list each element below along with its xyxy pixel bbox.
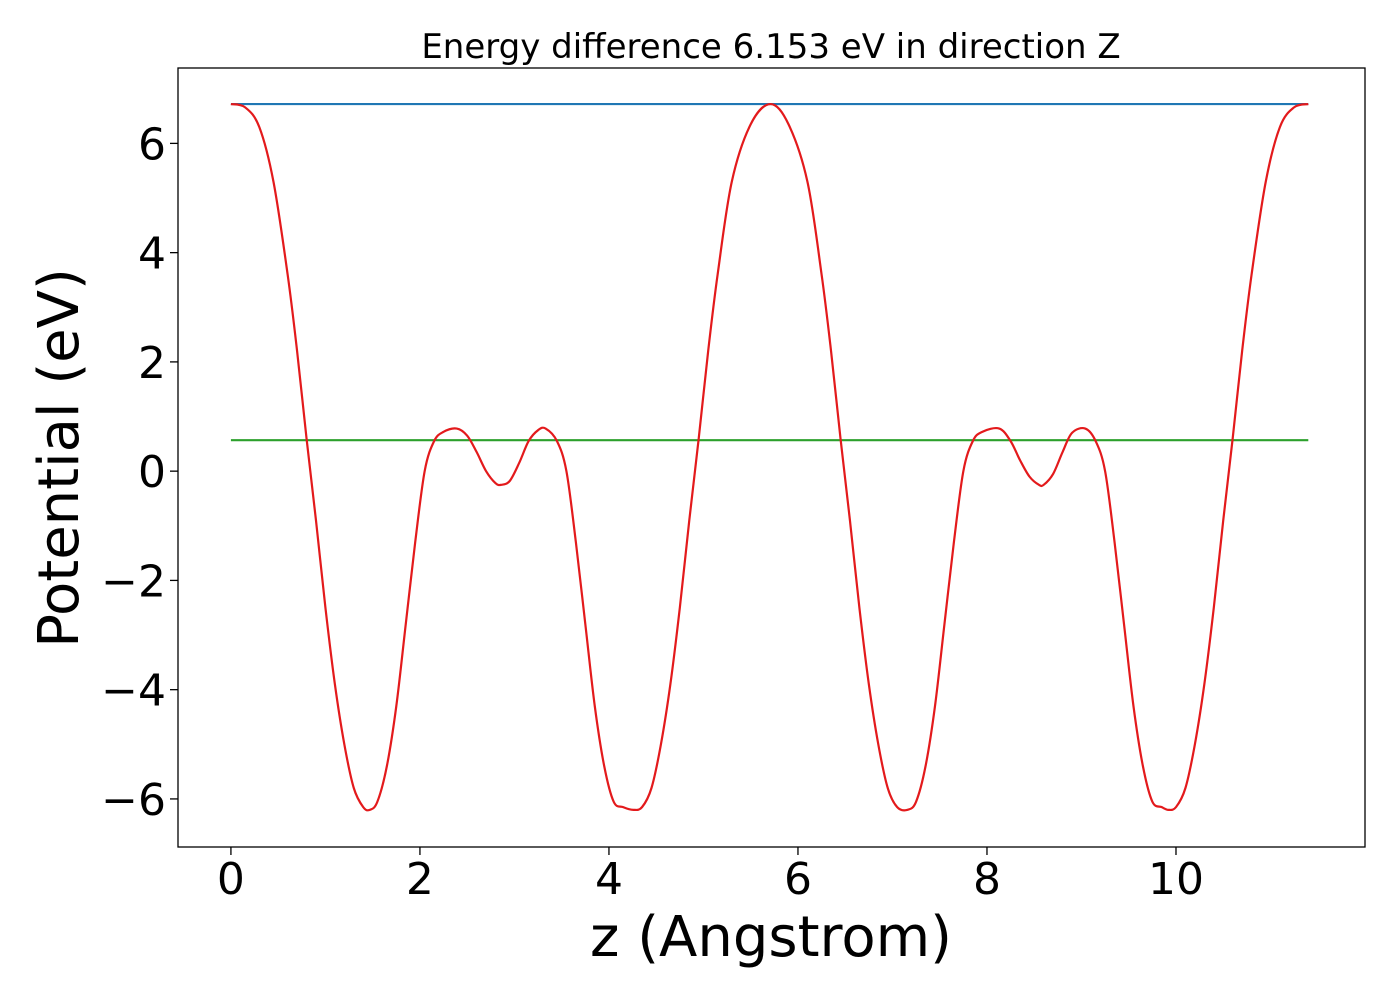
y-tick-label: 2	[138, 338, 166, 389]
x-tick-label: 10	[1148, 854, 1204, 905]
x-tick-label: 6	[784, 854, 812, 905]
potential-curve	[230, 102, 1309, 812]
y-axis-label: Potential (eV)	[27, 268, 92, 648]
y-tick-label: −4	[101, 666, 166, 717]
y-tick-label: 6	[138, 119, 166, 170]
y-tick-label: −2	[101, 556, 166, 607]
y-tick-label: −6	[101, 775, 166, 826]
x-axis-label: z (Angstrom)	[590, 905, 952, 970]
y-tick-label: 0	[138, 447, 166, 498]
x-tick-label: 0	[217, 854, 245, 905]
plot-area-frame	[177, 67, 1366, 848]
x-tick-label: 4	[595, 854, 623, 905]
series-layer	[230, 102, 1309, 812]
x-tick-label: 2	[406, 854, 434, 905]
y-axis-ticks: −6 −4 −2 0 2 4 6	[101, 119, 178, 826]
chart-title: Energy difference 6.153 eV in direction …	[421, 27, 1120, 67]
x-tick-label: 8	[973, 854, 1001, 905]
x-axis-ticks: 0 2 4 6 8 10	[217, 847, 1204, 905]
y-tick-label: 4	[138, 229, 166, 280]
